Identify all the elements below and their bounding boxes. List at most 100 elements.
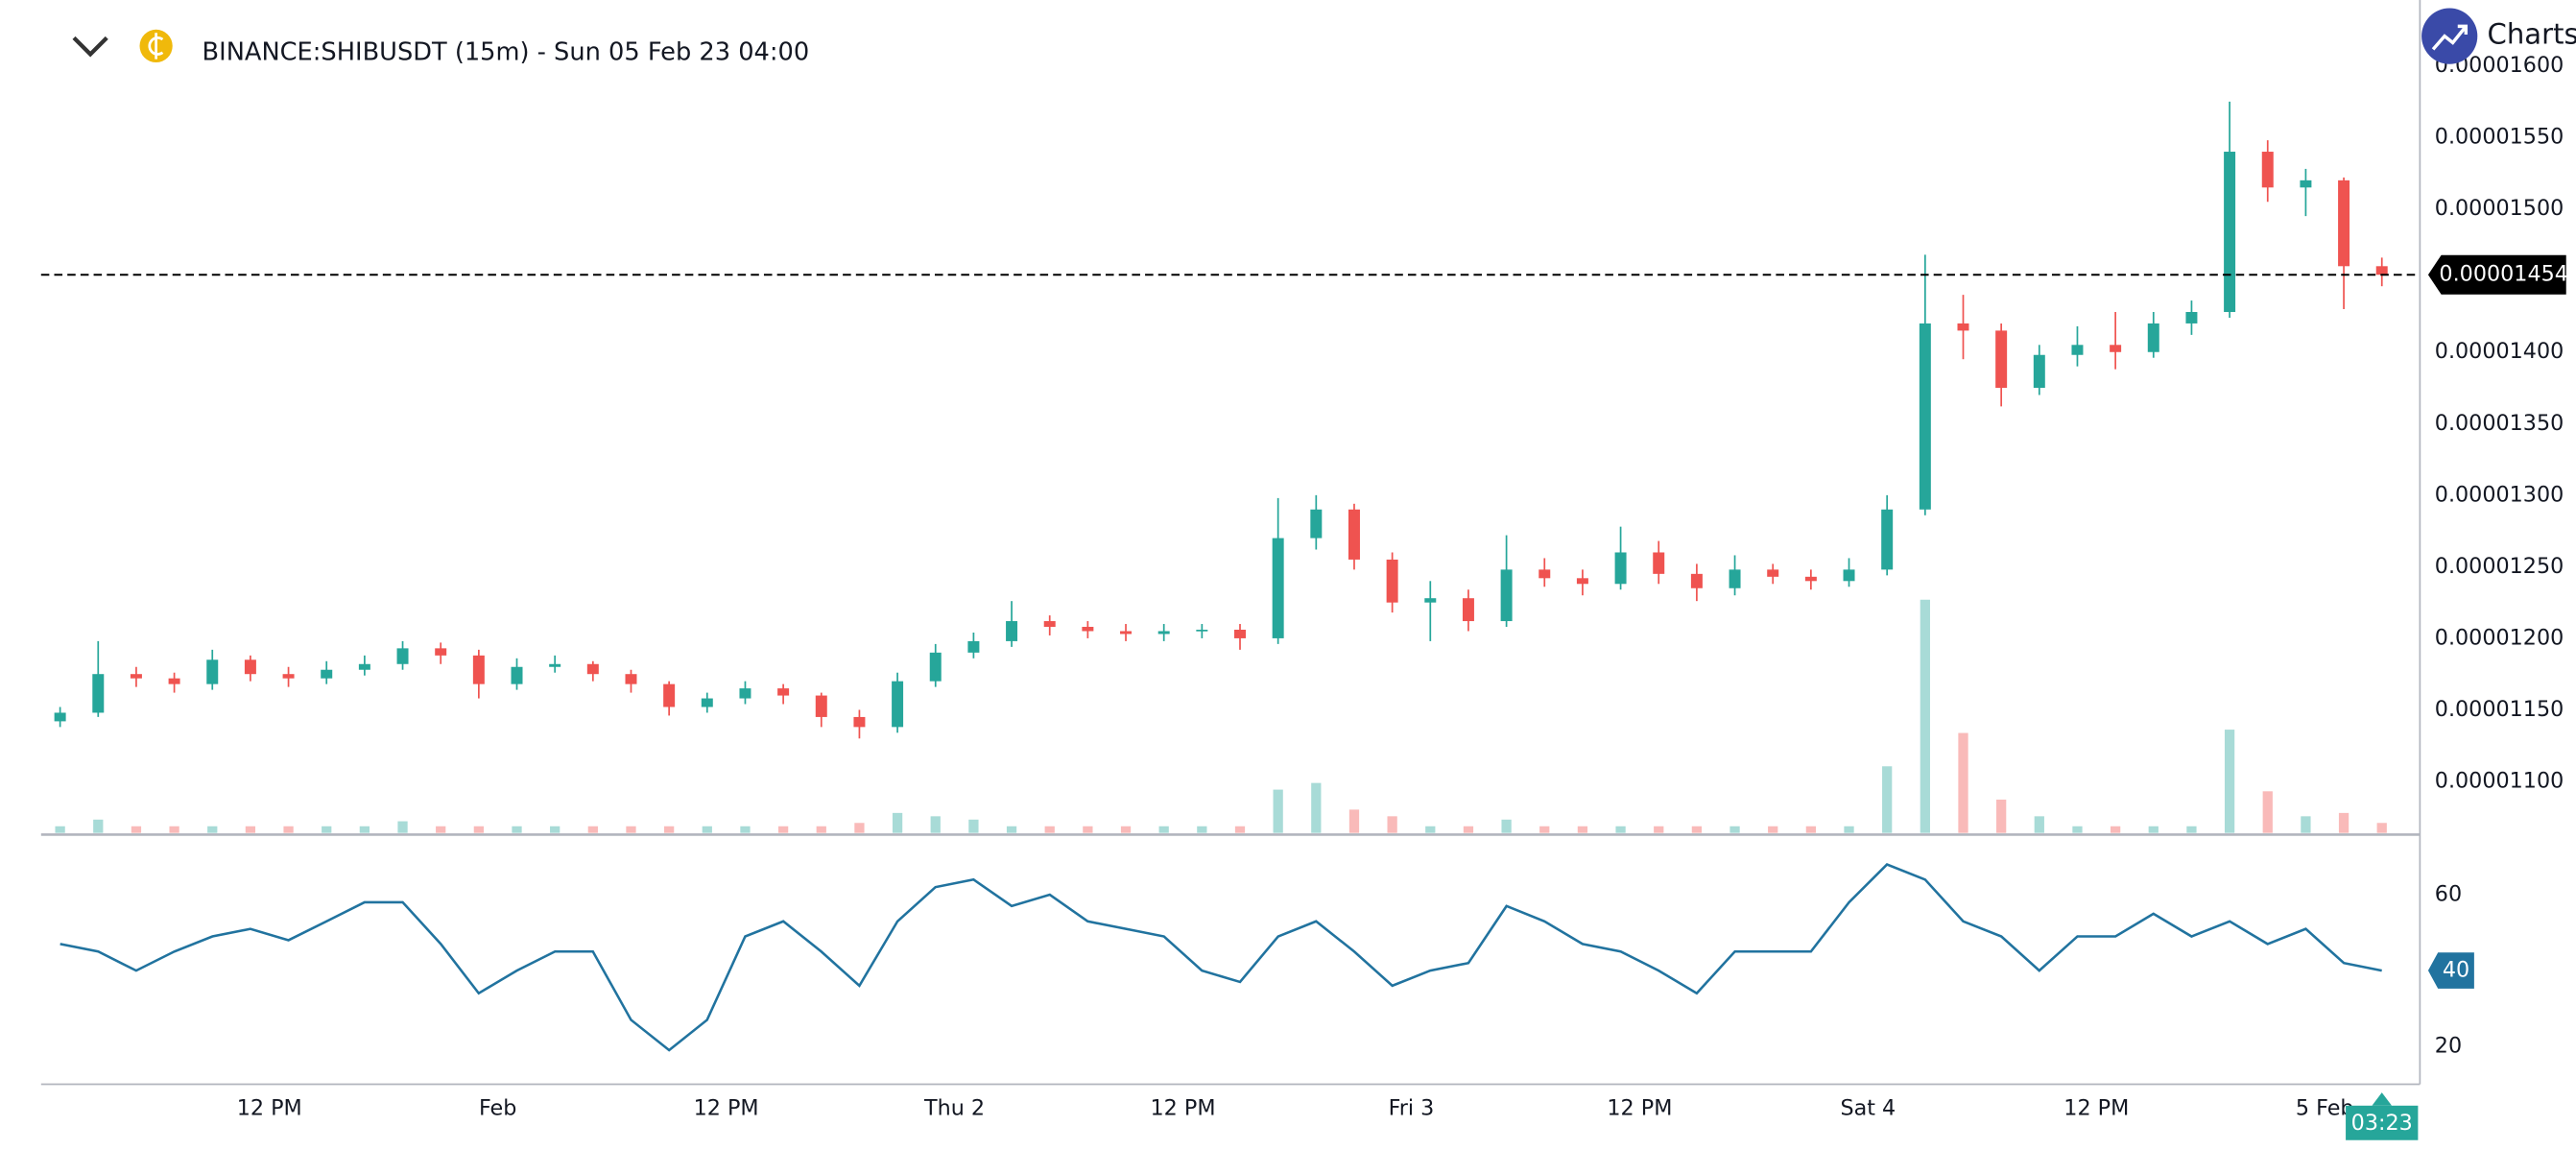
volume-bar bbox=[702, 826, 712, 833]
candle-body bbox=[511, 666, 523, 684]
candle-body bbox=[472, 655, 485, 684]
candle-body bbox=[1196, 629, 1208, 632]
y-tick-label: 0.00001200 bbox=[2435, 625, 2564, 650]
volume-bar bbox=[1539, 826, 1550, 833]
y-tick-label: 20 bbox=[2435, 1034, 2462, 1059]
candle-body bbox=[2261, 152, 2274, 188]
volume-bar bbox=[2072, 826, 2083, 833]
volume-bar bbox=[436, 826, 446, 833]
volume-bar bbox=[1234, 826, 1246, 833]
candle-body bbox=[206, 659, 219, 684]
candle-body bbox=[1881, 509, 1894, 570]
volume-bar bbox=[1273, 789, 1283, 833]
candle-body bbox=[1462, 598, 1474, 622]
x-tick-label: 12 PM bbox=[1607, 1096, 1672, 1121]
volume-bar bbox=[968, 819, 979, 833]
candle-body bbox=[1538, 569, 1551, 579]
y-tick-label: 0.00001500 bbox=[2435, 196, 2564, 221]
volume-bar bbox=[1425, 826, 1436, 833]
candle-body bbox=[1729, 569, 1741, 588]
coin-symbol bbox=[148, 33, 164, 60]
candle-body bbox=[168, 678, 180, 684]
volume-bar bbox=[207, 826, 218, 833]
candle-body bbox=[1614, 552, 1627, 585]
candle-body bbox=[358, 663, 370, 670]
volume-bar bbox=[1311, 782, 1322, 833]
y-tick-label: 0.00001350 bbox=[2435, 411, 2564, 436]
candle-body bbox=[2338, 180, 2350, 267]
candle-body bbox=[1348, 509, 1360, 560]
brand-name[interactable]: Charts p bbox=[2488, 18, 2576, 51]
last-price-label: 0.00001454 bbox=[2439, 262, 2567, 287]
volume-bar bbox=[1996, 799, 2007, 833]
volume-bar bbox=[2262, 791, 2273, 833]
volume-bar bbox=[1729, 826, 1740, 833]
candle-body bbox=[1576, 578, 1588, 585]
x-tick-label: 5 Feb bbox=[2296, 1096, 2354, 1121]
brand-logo[interactable] bbox=[2421, 8, 2478, 64]
candle-body bbox=[2033, 354, 2045, 389]
candle-body bbox=[244, 659, 256, 675]
volume-bar bbox=[1501, 819, 1512, 833]
candle-body bbox=[2071, 345, 2084, 355]
candle-body bbox=[929, 652, 942, 682]
volume-bar bbox=[322, 826, 332, 833]
candle-body bbox=[892, 681, 904, 728]
candle-body bbox=[967, 640, 980, 653]
volume-bar bbox=[1691, 826, 1703, 833]
volume-bar bbox=[740, 826, 751, 833]
chart-title: BINANCE:SHIBUSDT (15m) - Sun 05 Feb 23 0… bbox=[203, 37, 810, 66]
volume-bar bbox=[1083, 826, 1093, 833]
x-tick-label: Sat 4 bbox=[1840, 1096, 1896, 1121]
volume-bar bbox=[626, 826, 636, 833]
collapse-chevron[interactable] bbox=[72, 36, 108, 58]
countdown-label: 03:23 bbox=[2351, 1111, 2413, 1136]
candle-body bbox=[1043, 621, 1056, 628]
candle-body bbox=[1804, 576, 1817, 582]
candle-body bbox=[739, 688, 751, 699]
candle-body bbox=[435, 648, 447, 656]
candle-body bbox=[663, 683, 676, 707]
candle-body bbox=[1157, 631, 1170, 635]
candle-body bbox=[549, 663, 561, 667]
volume-bar bbox=[283, 826, 294, 833]
y-tick-label: 0.00001150 bbox=[2435, 697, 2564, 722]
x-tick-label: Fri 3 bbox=[1389, 1096, 1435, 1121]
countdown-pointer bbox=[2372, 1092, 2392, 1106]
volume-bar bbox=[2338, 812, 2349, 833]
candle-body bbox=[815, 695, 827, 717]
indicator-value-tag bbox=[2427, 952, 2474, 989]
last-price-tag bbox=[2427, 254, 2566, 295]
candle-body bbox=[282, 674, 295, 679]
x-tick-label: 12 PM bbox=[694, 1096, 759, 1121]
candle-body bbox=[2224, 152, 2236, 313]
volume-bar bbox=[1805, 826, 1817, 833]
volume-bar bbox=[2376, 823, 2387, 833]
candle-body bbox=[1310, 509, 1323, 539]
candle-body bbox=[1424, 598, 1437, 603]
candle-body bbox=[777, 688, 790, 696]
volume-bar bbox=[2110, 826, 2121, 833]
candle-body bbox=[1272, 538, 1284, 638]
volume-bar bbox=[892, 812, 903, 833]
volume-bar bbox=[55, 826, 65, 833]
candle-body bbox=[321, 669, 333, 679]
volume-bar bbox=[1958, 732, 1968, 833]
volume-bar bbox=[2186, 826, 2197, 833]
x-tick-label: 12 PM bbox=[2063, 1096, 2129, 1121]
brand-logo-arrow bbox=[2431, 24, 2469, 51]
volume-bar bbox=[93, 819, 104, 833]
volume-bar bbox=[1577, 826, 1588, 833]
candle-body bbox=[701, 698, 713, 707]
volume-bar bbox=[1654, 826, 1664, 833]
candle-body bbox=[2147, 323, 2159, 352]
candle-body bbox=[54, 712, 66, 722]
candle-body bbox=[853, 716, 866, 728]
candle-body bbox=[130, 674, 142, 679]
candle-body bbox=[1653, 552, 1665, 574]
x-tick-label: 12 PM bbox=[237, 1096, 302, 1121]
y-tick-label: 0.00001400 bbox=[2435, 339, 2564, 364]
candle-body bbox=[1500, 569, 1513, 622]
candle-body bbox=[1919, 323, 1931, 510]
